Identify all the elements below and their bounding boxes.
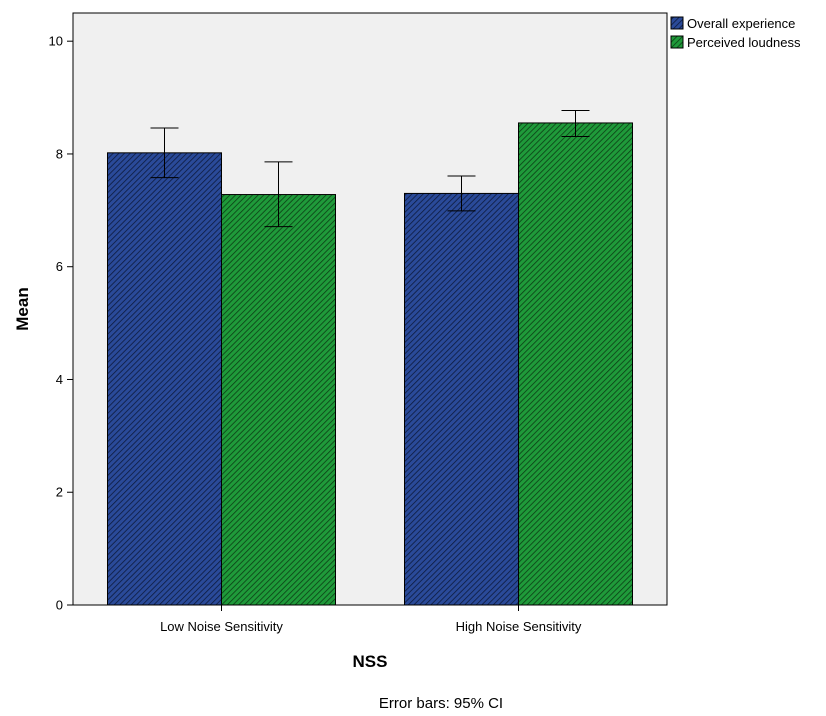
y-tick-label: 6: [56, 259, 63, 274]
x-axis: Low Noise Sensitivity High Noise Sensitiv…: [160, 605, 582, 634]
bar-overall-experience: [107, 152, 222, 606]
x-tick-label: High Noise Sensitivity: [456, 619, 582, 634]
legend-label: Overall experience: [687, 16, 795, 31]
legend-swatch: [670, 16, 684, 30]
legend-swatch: [670, 35, 684, 49]
y-tick-label: 0: [56, 598, 63, 613]
y-tick-label: 10: [49, 34, 63, 49]
y-tick-label: 4: [56, 372, 63, 387]
legend: Overall experience Perceived loudness: [670, 16, 801, 50]
y-axis-title: Mean: [13, 287, 32, 330]
y-tick-label: 8: [56, 146, 63, 161]
y-axis: 0 2 4 6 8 10: [49, 34, 73, 613]
error-bars: [150, 110, 590, 228]
error-bar-footnote: Error bars: 95% CI: [379, 695, 503, 712]
bar-perceived-loudness: [518, 122, 633, 606]
x-tick-label: Low Noise Sensitivity: [160, 619, 283, 634]
legend-label: Perceived loudness: [687, 35, 801, 50]
y-tick-label: 2: [56, 485, 63, 500]
bar-overall-experience: [404, 192, 519, 606]
x-axis-title: NSS: [353, 652, 388, 671]
bar-perceived-loudness: [221, 194, 336, 606]
